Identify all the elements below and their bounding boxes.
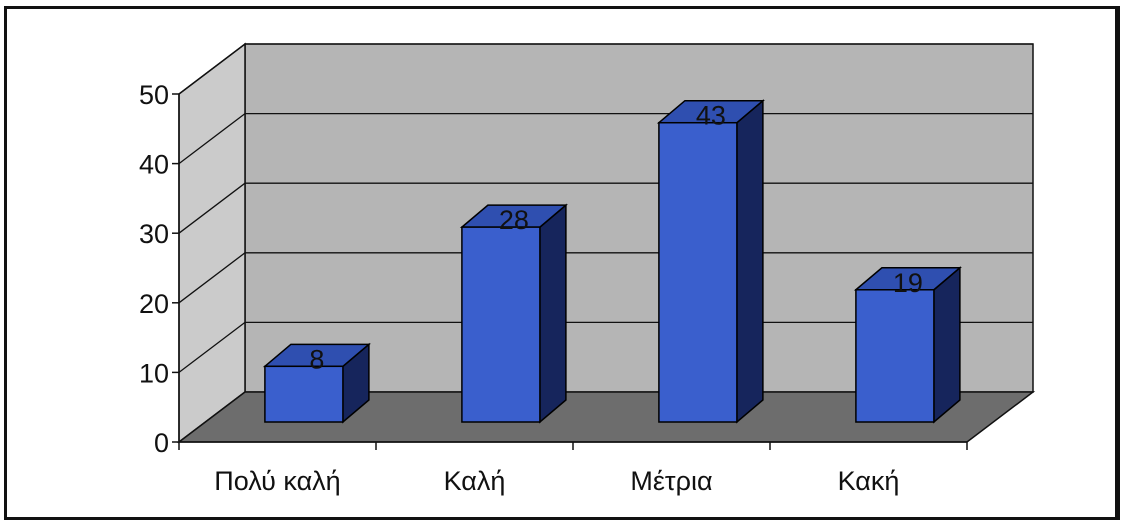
data-label-3: 43 <box>696 101 726 131</box>
bar-3 <box>656 99 765 424</box>
bar-4 <box>853 266 962 424</box>
bar-2 <box>459 203 568 424</box>
category-label-1: Πολύ καλή <box>214 466 340 496</box>
bar-front-1 <box>264 365 344 423</box>
data-labels: 8 28 43 19 <box>309 101 923 375</box>
y-tick-label-30: 30 <box>139 219 169 249</box>
x-axis-category-labels: Πολύ καλή Καλή Μέτρια Κακή <box>214 466 899 496</box>
data-label-1: 8 <box>309 344 324 374</box>
bar-1 <box>262 342 371 424</box>
y-tick-label-20: 20 <box>139 289 169 319</box>
data-label-2: 28 <box>499 205 529 235</box>
side-wall <box>178 42 246 444</box>
bar-side-4 <box>933 266 961 424</box>
category-label-4: Κακή <box>838 466 900 496</box>
bar-front-3 <box>658 121 738 423</box>
category-label-2: Καλή <box>444 466 506 496</box>
gridline-40 <box>178 112 1033 165</box>
y-tick-label-50: 50 <box>139 80 169 110</box>
gridlines <box>178 43 1033 373</box>
gridline-20 <box>178 252 1033 304</box>
bar-chart: 0 10 20 30 40 50 8 28 43 19 Πολύ καλή Καλή Μέτρια Κ… <box>139 42 1036 496</box>
gridline-10 <box>178 321 1033 373</box>
bar-front-4 <box>855 289 935 423</box>
y-tick-label-0: 0 <box>154 428 169 458</box>
y-tick-label-40: 40 <box>139 150 169 180</box>
data-label-4: 19 <box>893 268 923 298</box>
y-axis-tick-labels: 0 10 20 30 40 50 <box>139 80 169 458</box>
chart-frame: 0 10 20 30 40 50 8 28 43 19 Πολύ καλή Καλή Μέτρια Κ… <box>4 6 1120 520</box>
bar-side-3 <box>736 99 764 424</box>
bars <box>262 99 962 424</box>
y-tick-label-10: 10 <box>139 358 169 388</box>
gridline-30 <box>178 182 1033 234</box>
category-label-3: Μέτρια <box>630 466 712 496</box>
gridline-50 <box>178 43 1033 95</box>
bar-side-2 <box>539 203 567 424</box>
bar-front-2 <box>461 226 541 423</box>
axes <box>172 93 968 450</box>
